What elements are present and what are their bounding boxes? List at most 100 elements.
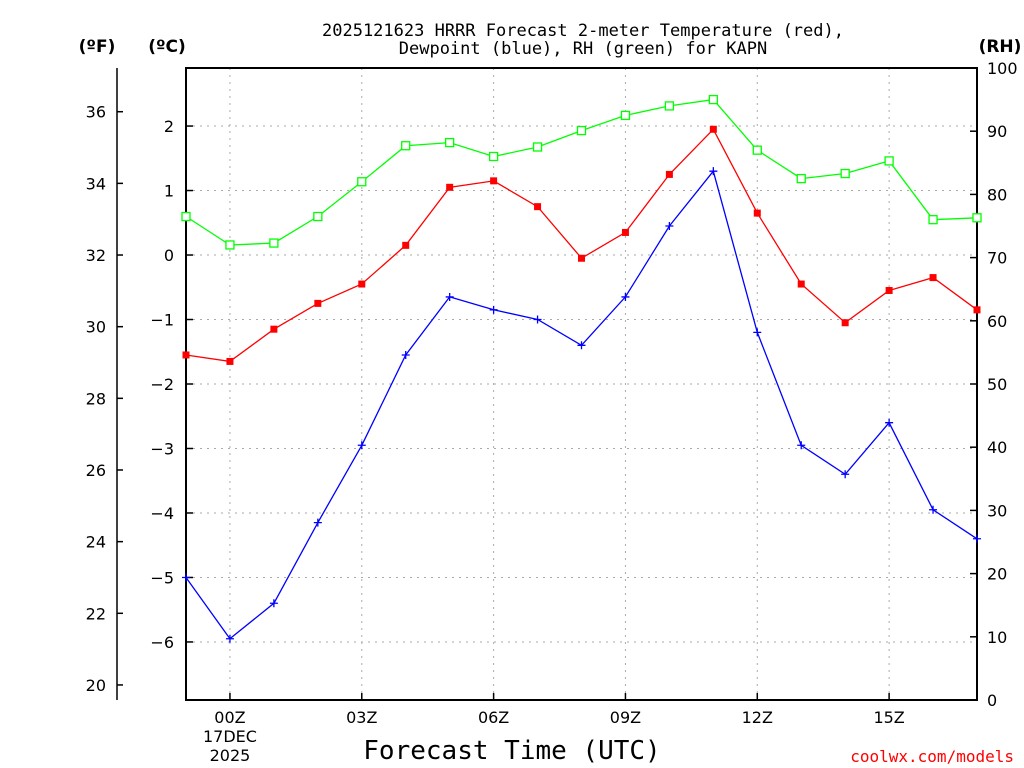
fahrenheit-tick-label: 24 [86, 533, 106, 552]
rh-point [752, 145, 762, 155]
celsius-tick-label: −1 [150, 311, 174, 330]
gridlines [186, 68, 977, 700]
temperature-point [534, 203, 542, 211]
celsius-tick-label: 0 [164, 246, 174, 265]
rh-point [840, 168, 850, 179]
temperature-point [709, 125, 717, 133]
rh-unit-label: (RH) [979, 37, 1022, 57]
year-label: 2025 [210, 746, 251, 765]
fahrenheit-axis: 36 34 32 30 28 26 24 22 20 [86, 103, 123, 695]
rh-tick-label: 20 [987, 565, 1007, 584]
temperature-point [270, 325, 278, 333]
celsius-tick-label: −2 [150, 375, 174, 394]
rh-point [708, 94, 718, 105]
rh-point [796, 173, 806, 184]
rh-point [620, 110, 631, 121]
temperature-point [358, 280, 366, 288]
dewpoint-point [885, 418, 894, 427]
celsius-axis: 2 1 0 −1 −2 −3 −4 −5 −6 [150, 117, 193, 652]
dewpoint-point [357, 441, 366, 450]
temperature-point [841, 319, 849, 327]
time-tick-label: 06Z [478, 708, 509, 727]
rh-point [445, 137, 455, 148]
rh-series-line [185, 98, 978, 246]
dewpoint-point [621, 292, 630, 301]
chart-title-line1: 2025121623 HRRR Forecast 2-meter Tempera… [322, 21, 844, 41]
fahrenheit-tick-label: 22 [86, 604, 106, 623]
rh-point [576, 125, 587, 136]
rh-tick-label: 50 [987, 375, 1007, 394]
dewpoint-point [445, 292, 454, 301]
rh-point [401, 141, 411, 151]
fahrenheit-unit-label: (ºF) [79, 37, 116, 57]
rh-tick-label: 60 [987, 312, 1007, 331]
dewpoint-point [533, 315, 542, 324]
rh-tick-label: 30 [987, 501, 1007, 520]
dewpoint-point [182, 573, 190, 582]
rh-point [313, 211, 323, 222]
temperature-point [929, 274, 937, 282]
fahrenheit-tick-label: 36 [86, 103, 106, 122]
temperature-point [578, 254, 585, 262]
temperature-point [885, 286, 893, 294]
temperature-point [446, 183, 454, 191]
temperature-point [797, 280, 805, 288]
chart-title-line2: Dewpoint (blue), RH (green) for KAPN [399, 39, 767, 59]
rh-point [532, 142, 543, 152]
temperature-point [490, 177, 498, 185]
rh-point [225, 240, 235, 250]
temperature-point [621, 228, 629, 236]
dewpoint-point [225, 634, 234, 643]
temperature-point [402, 241, 410, 249]
time-tick-label: 15Z [873, 708, 904, 727]
temperature-point [182, 351, 190, 359]
dewpoint-point [269, 599, 278, 608]
dewpoint-point [709, 167, 718, 176]
temperature-series-line [185, 128, 978, 363]
dewpoint-series-line [185, 169, 978, 640]
dewpoint-point [753, 328, 762, 337]
time-tick-label: 09Z [610, 708, 641, 727]
rh-point [181, 211, 191, 222]
celsius-unit-label: (ºC) [148, 37, 186, 57]
celsius-tick-label: −3 [150, 439, 174, 458]
celsius-tick-label: −6 [150, 633, 174, 652]
rh-tick-label: 90 [987, 122, 1007, 141]
dewpoint-point [929, 505, 938, 514]
rh-point [884, 156, 894, 166]
dewpoint-point [401, 350, 410, 359]
credit-link[interactable]: coolwx.com/models [850, 747, 1014, 766]
dewpoint-point [841, 470, 850, 479]
dewpoint-point [665, 222, 674, 230]
rh-point [664, 101, 675, 111]
dewpoint-point [973, 534, 981, 543]
rh-point [269, 238, 279, 248]
rh-tick-label: 80 [987, 185, 1007, 204]
time-tick-label: 12Z [742, 708, 773, 727]
dewpoint-point [577, 341, 586, 350]
dewpoint-point [489, 305, 498, 314]
temperature-point [226, 357, 234, 365]
rh-point [928, 215, 938, 225]
fahrenheit-tick-label: 26 [86, 461, 106, 480]
celsius-tick-label: 2 [164, 117, 174, 136]
temperature-point [753, 209, 761, 217]
fahrenheit-tick-label: 34 [86, 174, 106, 193]
fahrenheit-tick-label: 28 [86, 389, 106, 408]
time-tick-label: 03Z [346, 708, 377, 727]
rh-tick-label: 10 [987, 628, 1007, 647]
temperature-point [314, 299, 322, 307]
fahrenheit-tick-label: 30 [86, 318, 106, 337]
rh-point [357, 177, 367, 187]
temperature-point [973, 306, 981, 314]
celsius-tick-label: −5 [150, 568, 174, 587]
temperature-point [665, 170, 673, 178]
fahrenheit-tick-label: 32 [86, 246, 106, 265]
x-axis-title: Forecast Time (UTC) [363, 736, 660, 766]
dewpoint-point [797, 441, 806, 450]
rh-point [488, 151, 499, 162]
rh-point [972, 213, 982, 223]
